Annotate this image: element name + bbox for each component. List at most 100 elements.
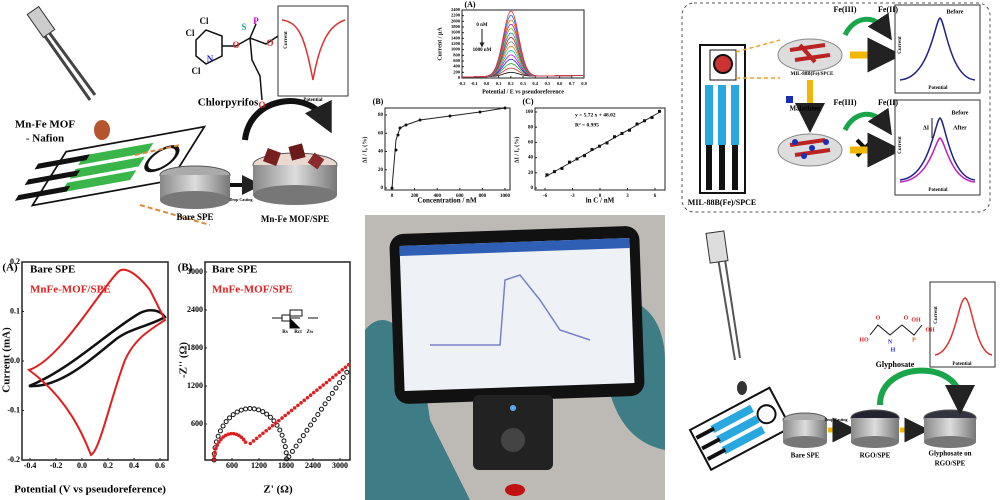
point (217, 428, 223, 434)
point (321, 383, 326, 387)
point (231, 431, 236, 436)
x-tick-label: 800 (479, 194, 487, 199)
point (340, 368, 345, 372)
x-tick-label: 0.4 (532, 81, 538, 86)
label: Potential (952, 362, 972, 367)
point (583, 154, 586, 158)
y-tick-label: 20 (528, 171, 534, 176)
point (277, 427, 283, 433)
y-tick-label: 2400 (451, 7, 461, 12)
label: Fe(II) (878, 98, 898, 107)
y-tick-label: 2000 (451, 18, 461, 23)
point (329, 390, 335, 396)
y-tick-label: 40 (378, 150, 384, 155)
y-tick-label: 400 (453, 64, 461, 69)
x-tick-label: 0.3 (520, 81, 526, 86)
point (334, 373, 338, 377)
label: (A) (2, 262, 18, 274)
point (214, 446, 218, 451)
point (620, 131, 624, 135)
label: Glyphosate on (929, 450, 972, 458)
y-tick-label: 800 (453, 52, 461, 57)
point (248, 441, 253, 446)
label: Fe(II) (878, 5, 898, 14)
x-tick-label: 3000 (332, 461, 348, 470)
point (226, 432, 231, 437)
label: Drop Casting (825, 417, 848, 422)
label: Fe(III) (833, 98, 856, 107)
point (318, 385, 322, 390)
x-tick-label: -0.1 (471, 81, 479, 86)
point (215, 443, 220, 447)
point (448, 114, 452, 118)
label: Current (898, 36, 903, 54)
label: Cl (200, 16, 209, 26)
label: ΔI (923, 125, 930, 131)
point (296, 403, 300, 408)
point (230, 412, 236, 418)
label: N (888, 339, 893, 345)
point (260, 409, 266, 415)
y-tick-label: 20 (378, 168, 384, 173)
y-tick-label: 80 (378, 113, 384, 118)
y-tick-label: 0 (458, 75, 461, 80)
point (404, 123, 408, 127)
label: Current (mA) (1, 327, 13, 393)
point (229, 431, 233, 436)
y-tick-label: -0.2 (7, 455, 20, 464)
point (213, 450, 217, 454)
point (590, 147, 594, 151)
point (251, 406, 257, 412)
y-tick-label: 80 (528, 125, 534, 130)
point (322, 401, 328, 407)
point (292, 406, 297, 410)
x-tick-label: 2400 (305, 461, 321, 470)
point (256, 407, 262, 413)
label: (C) (522, 97, 533, 106)
point (390, 186, 394, 190)
phone-photo (365, 215, 665, 500)
y-tick-label: 1600 (451, 30, 461, 35)
point (650, 116, 654, 120)
point (605, 141, 609, 145)
point (300, 433, 306, 439)
point (258, 434, 262, 438)
y-tick-label: 60 (378, 131, 384, 136)
point (215, 433, 221, 439)
x-tick-label: 0.5 (545, 81, 551, 86)
label: P (912, 337, 916, 343)
x-tick-label: 0.2 (103, 461, 113, 470)
panel-b (384, 107, 511, 191)
point (418, 118, 422, 122)
label: (B) (373, 97, 384, 106)
label: ΔI / I₀ (%) (361, 137, 368, 163)
point (227, 415, 233, 421)
label: OH (911, 317, 921, 323)
label: Before (952, 110, 969, 116)
x-tick-label: 0.1 (496, 81, 502, 86)
point (293, 443, 299, 449)
label: Chlorpyrifos (198, 97, 259, 109)
x-tick-label: 0.7 (569, 81, 575, 86)
point (635, 122, 639, 126)
point (628, 128, 631, 132)
point (346, 362, 351, 367)
y-tick-label: -0.1 (7, 405, 20, 414)
point (264, 428, 268, 433)
label: Cl (192, 66, 201, 76)
point (344, 369, 350, 375)
x-tick-label: 0.2 (508, 81, 514, 86)
label: Before (947, 9, 964, 15)
x-tick-label: 1000 (500, 194, 511, 199)
point (568, 160, 571, 164)
point (305, 395, 310, 400)
point (478, 110, 482, 114)
x-tick-label: 400 (433, 194, 441, 199)
y-tick-label: 200 (453, 69, 461, 74)
point (239, 435, 244, 440)
label: Current (898, 136, 903, 154)
label: Current (284, 31, 289, 49)
point (241, 437, 246, 442)
point (223, 419, 229, 425)
label: Potential (303, 98, 323, 103)
